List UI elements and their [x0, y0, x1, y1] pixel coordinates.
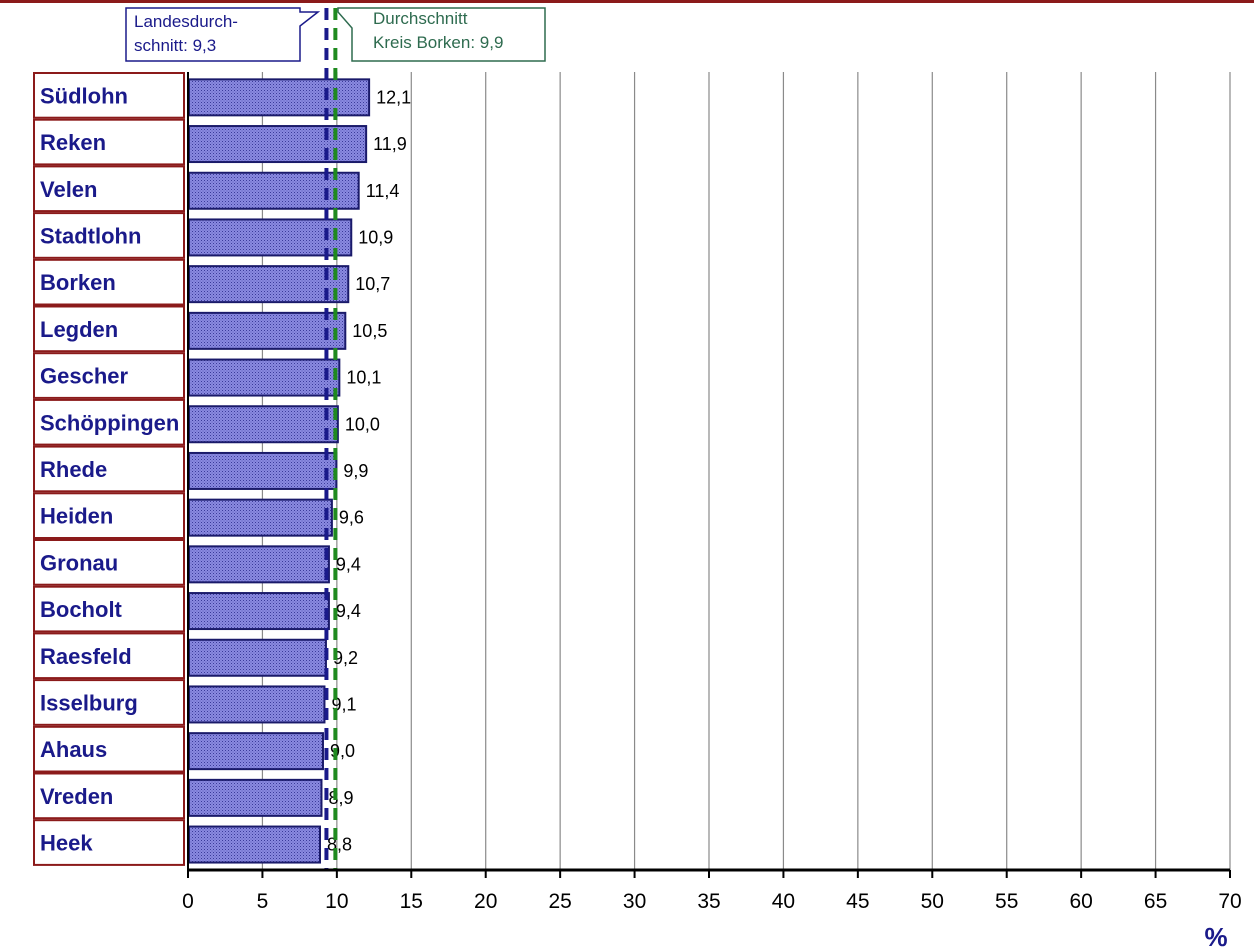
x-tick-label: 50 [921, 890, 944, 913]
value-label: 10,5 [352, 321, 387, 341]
category-label: Velen [40, 177, 97, 202]
x-tick-label: 5 [257, 890, 269, 913]
kreis-borken-label: Durchschnitt [373, 9, 468, 28]
bar-südlohn [188, 78, 371, 117]
category-label: Ahaus [40, 737, 107, 762]
bar-legden [188, 311, 347, 350]
x-tick-label: 30 [623, 890, 646, 913]
bar-borken [188, 265, 350, 304]
grid-lines [261, 72, 1231, 870]
value-label: 12,1 [376, 87, 411, 107]
reference-lines [324, 8, 338, 870]
x-tick-label: 45 [846, 890, 869, 913]
x-tick-label: 20 [474, 890, 497, 913]
category-label: Vreden [40, 784, 113, 809]
x-tick-label: 0 [182, 890, 194, 913]
value-label: 9,2 [333, 648, 358, 668]
bar-heek [188, 825, 321, 864]
bar-reken [188, 125, 368, 164]
category-box [33, 492, 185, 539]
category-box [33, 398, 185, 446]
category-box [33, 585, 185, 633]
value-label: 9,4 [336, 601, 361, 621]
category-box [33, 258, 185, 306]
value-label: 9,4 [336, 554, 361, 574]
bar-series: 12,1 11,9 11,4 10,9 10,7 10,5 10,1 10,0 9,9 9,6 9,… [188, 78, 411, 864]
category-box [33, 72, 185, 119]
category-label: Südlohn [40, 83, 128, 108]
category-label: Heek [40, 831, 93, 856]
top-rule [0, 0, 1254, 3]
category-label: Schöppingen [40, 410, 179, 435]
category-box [33, 165, 185, 213]
value-label: 9,6 [339, 508, 364, 528]
landesdurchschnitt-label: Landesdurch- [134, 12, 238, 31]
landesdurchschnitt-label: schnitt: 9,3 [134, 36, 216, 55]
bar-gronau [188, 545, 330, 584]
category-box [33, 352, 185, 399]
bar-raesfeld [188, 638, 327, 677]
x-axis: 0 5 10 15 20 25 30 35 40 45 50 55 60 65 70% [182, 72, 1242, 949]
x-tick-label: 15 [400, 890, 423, 913]
value-label: 8,8 [327, 835, 352, 855]
category-box [33, 819, 185, 866]
value-label: 8,9 [328, 788, 353, 808]
bar-ahaus [188, 732, 324, 771]
category-label: Gescher [40, 364, 128, 389]
bar-vreden [188, 778, 323, 817]
value-label: 11,4 [366, 181, 400, 201]
bar-gescher [188, 358, 341, 397]
x-tick-label: 60 [1069, 890, 1092, 913]
bar-velen [188, 171, 360, 210]
bar-isselburg [188, 685, 326, 724]
x-tick-label: 40 [772, 890, 795, 913]
value-label: 9,1 [331, 694, 356, 714]
value-label: 10,1 [346, 368, 381, 388]
value-label: 10,9 [358, 227, 393, 247]
x-tick-label: 70 [1218, 890, 1241, 913]
category-label: Rhede [40, 457, 107, 482]
bar-bocholt [188, 592, 330, 631]
category-label: Bocholt [40, 597, 123, 622]
kreis-borken-callout [337, 7, 546, 62]
category-box [33, 725, 185, 773]
value-label: 11,9 [373, 134, 407, 154]
category-label: Raesfeld [40, 644, 132, 669]
x-tick-label: 65 [1144, 890, 1167, 913]
category-box [33, 445, 185, 493]
value-label: 9,9 [343, 461, 368, 481]
category-label: Heiden [40, 504, 113, 529]
category-label: Reken [40, 130, 106, 155]
category-box [33, 212, 185, 259]
category-label: Stadtlohn [40, 223, 141, 248]
bar-stadtlohn [188, 218, 353, 257]
category-box [33, 305, 185, 353]
category-box [33, 632, 185, 680]
category-box [33, 772, 185, 820]
category-box [33, 118, 185, 166]
x-tick-label: 55 [995, 890, 1018, 913]
landesdurchschnitt-callout [125, 7, 321, 62]
kreis-borken-label: Kreis Borken: 9,9 [373, 33, 503, 52]
category-label: Borken [40, 270, 116, 295]
category-box [33, 679, 185, 726]
x-tick-label: 35 [697, 890, 720, 913]
category-label: Gronau [40, 550, 118, 575]
category-box [33, 539, 185, 586]
category-label: Isselburg [40, 690, 138, 715]
category-labels: Südlohn Reken Velen Stadtlohn Borken Legden Ge… [33, 72, 185, 866]
x-unit-label: % [1204, 922, 1227, 949]
annotations: Landesdurch-schnitt: 9,3 Durchschnitt Krei… [125, 7, 546, 62]
bar-rhede [188, 451, 338, 490]
bar-heiden [188, 498, 333, 537]
x-tick-label: 25 [548, 890, 571, 913]
bar-schöppingen [188, 405, 339, 444]
value-label: 10,0 [345, 414, 380, 434]
value-label: 10,7 [355, 274, 390, 294]
category-label: Legden [40, 317, 118, 342]
x-tick-label: 10 [325, 890, 348, 913]
